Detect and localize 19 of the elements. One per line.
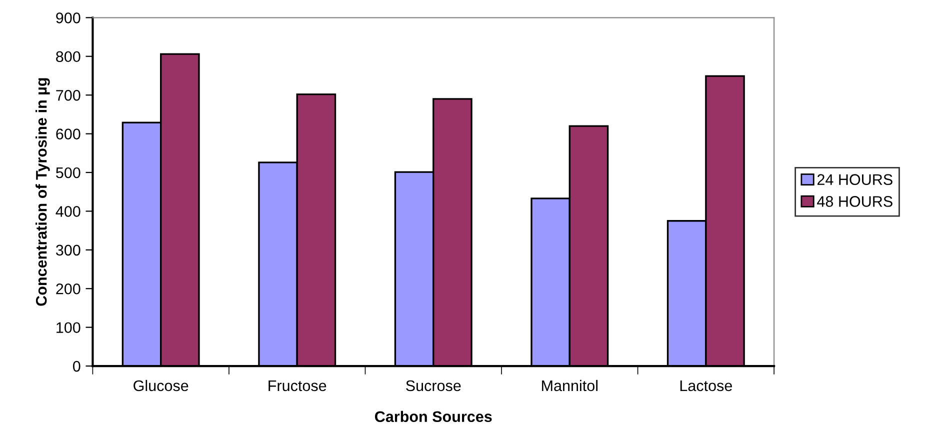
x-tick-label: Lactose bbox=[680, 380, 732, 392]
y-tick-label: 100 bbox=[56, 322, 80, 334]
x-tick-label: Sucrose bbox=[406, 380, 461, 392]
y-tick-label: 900 bbox=[56, 12, 80, 24]
y-axis-title: Concentration of Tyrosine in µg bbox=[36, 78, 50, 306]
legend-label: 48 HOURS bbox=[817, 196, 892, 207]
y-tick-label: 700 bbox=[56, 90, 80, 101]
y-tick-label: 300 bbox=[56, 244, 80, 256]
y-tick-label: 800 bbox=[56, 51, 80, 62]
x-tick-label: Mannitol bbox=[542, 380, 598, 392]
y-tick-label: 600 bbox=[56, 128, 80, 140]
x-axis-title: Carbon Sources bbox=[375, 410, 492, 422]
y-tick-label: 500 bbox=[56, 167, 80, 178]
x-tick-label: Glucose bbox=[134, 380, 188, 392]
y-tick-label: 400 bbox=[56, 206, 80, 217]
x-tick-label: Fructose bbox=[268, 380, 326, 392]
y-tick-label: 200 bbox=[56, 283, 80, 294]
legend-label: 24 HOURS bbox=[817, 174, 892, 185]
y-tick-label: 0 bbox=[72, 360, 80, 372]
